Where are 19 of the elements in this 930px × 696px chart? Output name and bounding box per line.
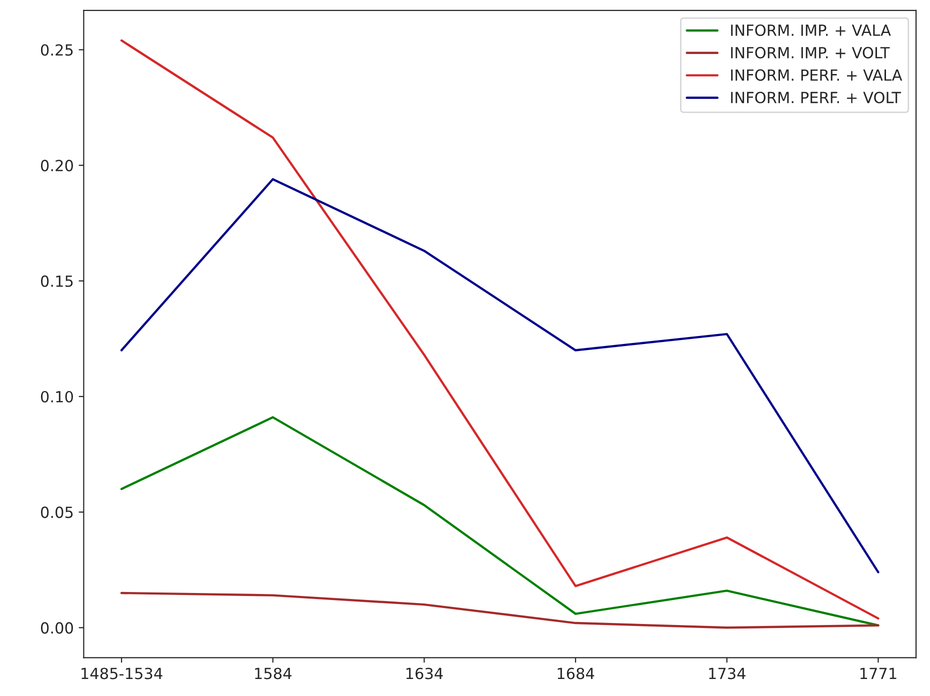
- line-series: [120, 592, 880, 629]
- legend-label: INFORM. PERF. + VOLT: [731, 92, 902, 104]
- legend-label: INFORM. IMP. + VALA: [731, 24, 891, 36]
- y-tick-label: 0.15: [40, 275, 73, 287]
- line-series: [120, 416, 880, 626]
- legend-label: INFORM. IMP. + VOLT: [731, 46, 890, 58]
- y-tick-label: 0.00: [40, 622, 73, 634]
- x-tick-label: 1684: [558, 668, 594, 680]
- line-series: [120, 178, 880, 574]
- x-tick-label: 1485-1534: [82, 668, 162, 680]
- y-tick-label: 0.20: [40, 160, 73, 172]
- x-tick-label: 1584: [255, 668, 292, 680]
- x-tick-label: 1771: [860, 668, 896, 680]
- y-tick-label: 0.25: [40, 44, 73, 56]
- legend-label: INFORM. PERF. + VALA: [731, 69, 902, 81]
- y-tick-label: 0.05: [40, 506, 73, 518]
- x-tick-label: 1634: [406, 668, 443, 680]
- y-tick-label: 0.10: [40, 390, 73, 403]
- x-tick-label: 1734: [709, 668, 746, 680]
